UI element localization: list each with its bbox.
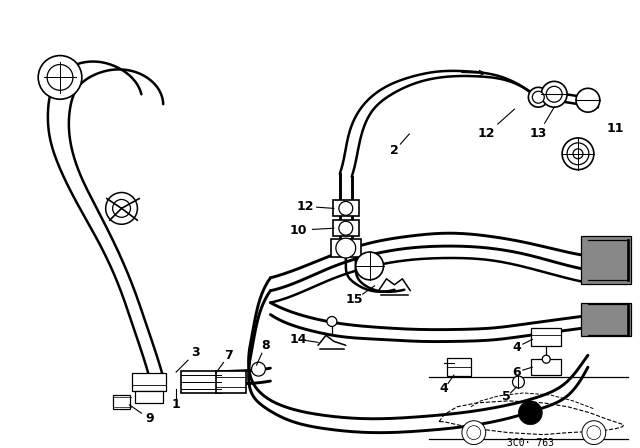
Text: 4: 4 xyxy=(512,341,521,354)
Circle shape xyxy=(113,199,131,217)
Bar xyxy=(581,303,630,336)
Bar xyxy=(113,395,131,409)
Circle shape xyxy=(546,86,562,102)
Text: 8: 8 xyxy=(261,339,269,352)
Bar xyxy=(132,373,166,391)
Text: 11: 11 xyxy=(607,122,625,135)
Circle shape xyxy=(467,426,481,439)
Circle shape xyxy=(518,401,542,425)
Circle shape xyxy=(582,421,606,444)
Text: 7: 7 xyxy=(225,349,233,362)
Circle shape xyxy=(513,376,524,388)
Circle shape xyxy=(529,87,548,107)
Text: 13: 13 xyxy=(530,128,547,141)
Circle shape xyxy=(106,193,138,224)
Text: 3: 3 xyxy=(191,346,200,359)
Bar xyxy=(447,358,471,376)
Text: 5: 5 xyxy=(502,390,511,403)
Text: 12: 12 xyxy=(478,128,495,141)
Text: 14: 14 xyxy=(289,333,307,346)
Text: 2: 2 xyxy=(390,144,399,157)
Circle shape xyxy=(587,426,601,439)
Circle shape xyxy=(541,82,567,107)
Circle shape xyxy=(47,65,73,90)
Circle shape xyxy=(462,421,486,444)
Text: 10: 10 xyxy=(289,224,307,237)
Bar xyxy=(331,239,361,257)
Bar xyxy=(531,328,561,346)
Bar xyxy=(181,371,221,393)
Text: 3C0· 763: 3C0· 763 xyxy=(507,438,554,448)
Circle shape xyxy=(542,355,550,363)
Circle shape xyxy=(336,238,356,258)
Circle shape xyxy=(567,143,589,165)
Text: 1: 1 xyxy=(172,398,180,411)
Bar xyxy=(136,391,163,403)
Bar xyxy=(333,220,358,236)
Circle shape xyxy=(252,362,266,376)
Circle shape xyxy=(339,221,353,235)
Text: 12: 12 xyxy=(296,200,314,213)
Circle shape xyxy=(573,149,583,159)
Bar xyxy=(216,371,246,393)
Circle shape xyxy=(38,56,82,99)
Circle shape xyxy=(356,252,383,280)
Text: 6: 6 xyxy=(512,366,521,379)
Circle shape xyxy=(562,138,594,170)
Bar xyxy=(531,359,561,375)
Bar xyxy=(333,200,358,216)
Circle shape xyxy=(576,88,600,112)
Bar xyxy=(581,236,630,284)
Text: 15: 15 xyxy=(346,293,364,306)
Text: 9: 9 xyxy=(145,412,154,425)
Text: 4: 4 xyxy=(440,383,449,396)
Circle shape xyxy=(532,91,544,103)
Circle shape xyxy=(339,202,353,215)
Circle shape xyxy=(327,317,337,327)
